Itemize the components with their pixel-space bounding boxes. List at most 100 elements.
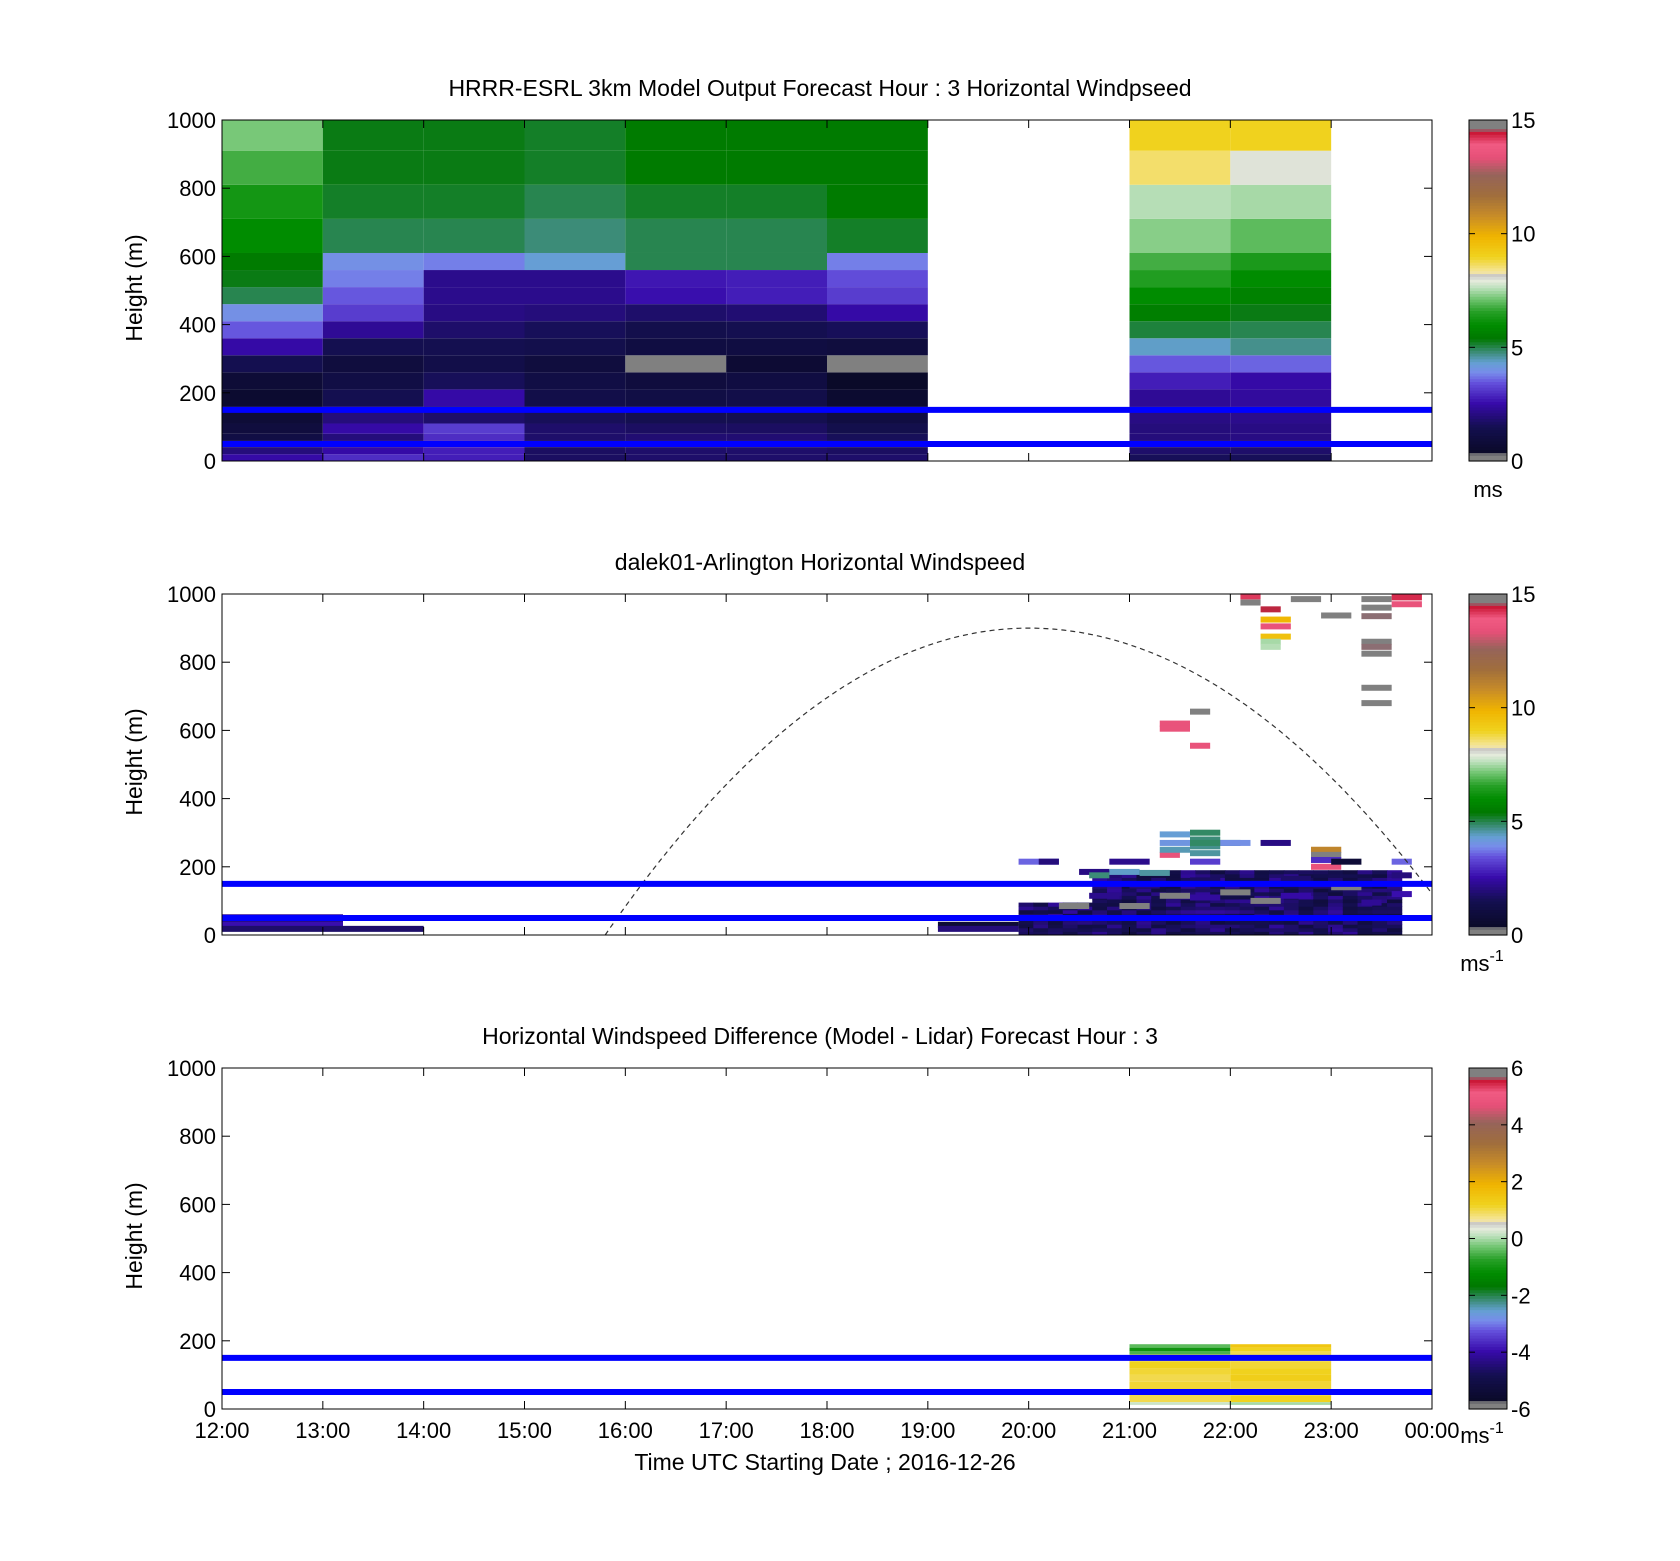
colorbar-band xyxy=(1469,1178,1507,1183)
colorbar-band xyxy=(1469,1372,1507,1376)
colorbar-band xyxy=(1469,392,1507,397)
colorbar-band xyxy=(1469,645,1507,649)
lidar-segment xyxy=(1361,604,1392,611)
lidar-cell xyxy=(1254,877,1270,882)
colorbar-band xyxy=(1469,1130,1507,1134)
lidar-segment xyxy=(1260,606,1281,613)
colorbar-band xyxy=(1469,642,1507,646)
lidar-cell xyxy=(1018,924,1034,929)
colorbar-band xyxy=(1469,358,1507,363)
colorbar-band xyxy=(1469,384,1507,388)
colorbar-band xyxy=(1469,662,1507,666)
heatmap-cell xyxy=(1129,1351,1231,1355)
colorbar-band xyxy=(1469,1309,1507,1313)
difference-panel-ylabel: Height (m) xyxy=(121,1182,147,1289)
lidar-segment xyxy=(1159,839,1190,846)
colorbar-band xyxy=(1469,778,1507,783)
colorbar-band xyxy=(1469,900,1507,905)
lidar-cell xyxy=(1298,924,1314,929)
lidar-segment xyxy=(1109,858,1150,865)
lidar-cell xyxy=(1195,902,1211,907)
colorbar-band xyxy=(1469,168,1507,172)
colorbar-band xyxy=(1469,1139,1507,1143)
colorbar-band xyxy=(1469,775,1507,780)
lidar-cell xyxy=(1328,924,1344,929)
heatmap-cell xyxy=(222,304,323,322)
lidar-segment xyxy=(1190,850,1221,857)
heatmap-cell xyxy=(827,321,928,339)
colorbar-band xyxy=(1469,1266,1507,1271)
colorbar-band xyxy=(1469,389,1507,394)
colorbar-band xyxy=(1469,764,1507,768)
heatmap-cell xyxy=(222,270,323,288)
colorbar-band xyxy=(1469,452,1507,456)
colorbar-band xyxy=(1469,926,1507,930)
heatmap-cell xyxy=(423,355,525,373)
colorbar-band xyxy=(1469,656,1507,660)
colorbar-band xyxy=(1469,616,1507,621)
colorbar-band xyxy=(1469,744,1507,749)
lidar-cell xyxy=(1254,902,1270,907)
colorbar-band xyxy=(1469,128,1507,132)
colorbar-band xyxy=(1469,213,1507,218)
lidar-cell xyxy=(1077,909,1093,914)
lidar-cell xyxy=(1092,927,1108,932)
heatmap-cell xyxy=(726,252,827,271)
colorbar-band xyxy=(1469,1303,1507,1308)
lidar-cell xyxy=(1180,902,1196,907)
lidar-cell xyxy=(1254,906,1270,911)
colorbar-band xyxy=(1469,1289,1507,1294)
lidar-cell xyxy=(1283,902,1300,907)
colorbar-band xyxy=(1469,1113,1507,1117)
lidar-segment xyxy=(1260,623,1291,630)
heatmap-cell xyxy=(322,447,424,455)
lidar-cell xyxy=(1121,873,1137,878)
lidar-cell xyxy=(1357,924,1373,929)
colorbar-band xyxy=(1469,866,1507,871)
heatmap-cell xyxy=(524,321,626,339)
lidar-segment xyxy=(1260,616,1291,623)
colorbar-band xyxy=(1469,736,1507,740)
lidar-cell xyxy=(1136,891,1152,896)
colorbar-band xyxy=(1469,1133,1507,1137)
colorbar-band xyxy=(1469,1221,1507,1225)
lidar-cell xyxy=(1033,909,1049,914)
lidar-cell xyxy=(1239,924,1255,929)
heatmap-cell xyxy=(322,270,424,288)
lidar-panel-title: dalek01-Arlington Horizontal Windspeed xyxy=(615,549,1025,575)
heatmap-cell xyxy=(524,184,626,219)
lidar-segment xyxy=(1240,599,1261,606)
heatmap-cell xyxy=(726,447,827,455)
heatmap-cell xyxy=(423,184,525,219)
colorbar-band xyxy=(1469,409,1507,414)
lidar-cell xyxy=(1195,909,1211,914)
colorbar-band xyxy=(1469,1070,1507,1075)
lidar-overlay xyxy=(222,627,1433,936)
lidar-segment xyxy=(1220,839,1251,846)
lidar-cell xyxy=(1357,870,1373,875)
heatmap-cell xyxy=(1129,447,1231,455)
heatmap-cell xyxy=(827,304,928,322)
colorbar-band xyxy=(1469,225,1507,229)
colorbar-band xyxy=(1469,795,1507,800)
lidar-segment xyxy=(1280,892,1311,899)
difference-colorbar: -6 -4 -2 0 2 4 6 ms-1 xyxy=(1460,1056,1530,1448)
heatmap-cell xyxy=(222,120,323,151)
heatmap-cell xyxy=(423,321,525,339)
colorbar-band xyxy=(1469,1352,1507,1356)
heatmap-cell xyxy=(222,423,323,434)
lidar-segment xyxy=(1159,892,1190,899)
colorbar-band xyxy=(1469,792,1507,797)
colorbar-band xyxy=(1469,398,1507,402)
lidar-cell xyxy=(1239,873,1255,878)
colorbar-band xyxy=(1469,145,1507,150)
colorbar-band xyxy=(1469,256,1507,260)
x-tick-label: 18:00 xyxy=(799,1418,854,1443)
colorbar-band xyxy=(1469,653,1507,658)
colorbar-band xyxy=(1469,1141,1507,1146)
lidar-cell xyxy=(1165,870,1182,875)
colorbar-band xyxy=(1469,898,1507,902)
lidar-cell xyxy=(1048,927,1064,932)
colorbar-band xyxy=(1469,250,1507,255)
colorbar-band xyxy=(1469,750,1507,754)
